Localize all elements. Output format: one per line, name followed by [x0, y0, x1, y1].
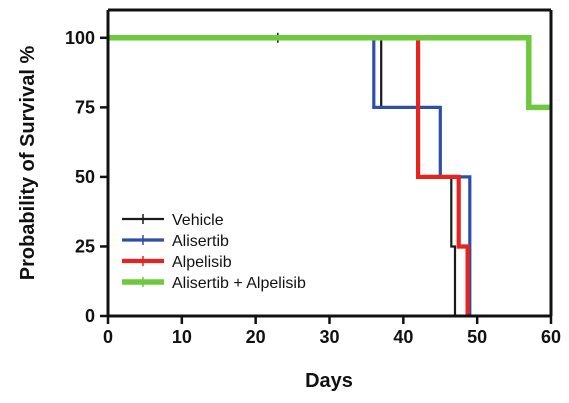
- series-layer: [108, 32, 551, 316]
- x-axis-title: Days: [305, 370, 353, 392]
- axes-layer: 0 10 20 30 40 50 60 0 25 50 75 100: [65, 8, 561, 347]
- series-line-alisertib-alpelisib: [108, 35, 551, 111]
- x-tick-label: 60: [541, 327, 561, 347]
- x-tick-label: 10: [172, 327, 192, 347]
- legend-label-alisertib: Alisertib: [172, 233, 229, 250]
- y-tick-label: 25: [75, 236, 95, 256]
- y-tick-label: 0: [85, 306, 95, 326]
- y-tick-label: 50: [75, 167, 95, 187]
- legend-label-alpelisib: Alpelisib: [172, 254, 232, 271]
- x-tick-label: 0: [103, 327, 113, 347]
- legend-label-vehicle: Vehicle: [172, 212, 224, 229]
- legend-label-alisertib-alpelisib: Alisertib + Alpelisib: [172, 275, 306, 292]
- y-tick-label: 75: [75, 97, 95, 117]
- x-tick-label: 30: [319, 327, 339, 347]
- y-tick-label: 100: [65, 28, 95, 48]
- y-axis-title: Probability of Survival %: [17, 46, 39, 281]
- x-tick-label: 50: [467, 327, 487, 347]
- x-tick-label: 20: [246, 327, 266, 347]
- x-tick-label: 40: [393, 327, 413, 347]
- legend: Vehicle Alisertib Alpelisib Alisertib + Alp…: [122, 212, 306, 292]
